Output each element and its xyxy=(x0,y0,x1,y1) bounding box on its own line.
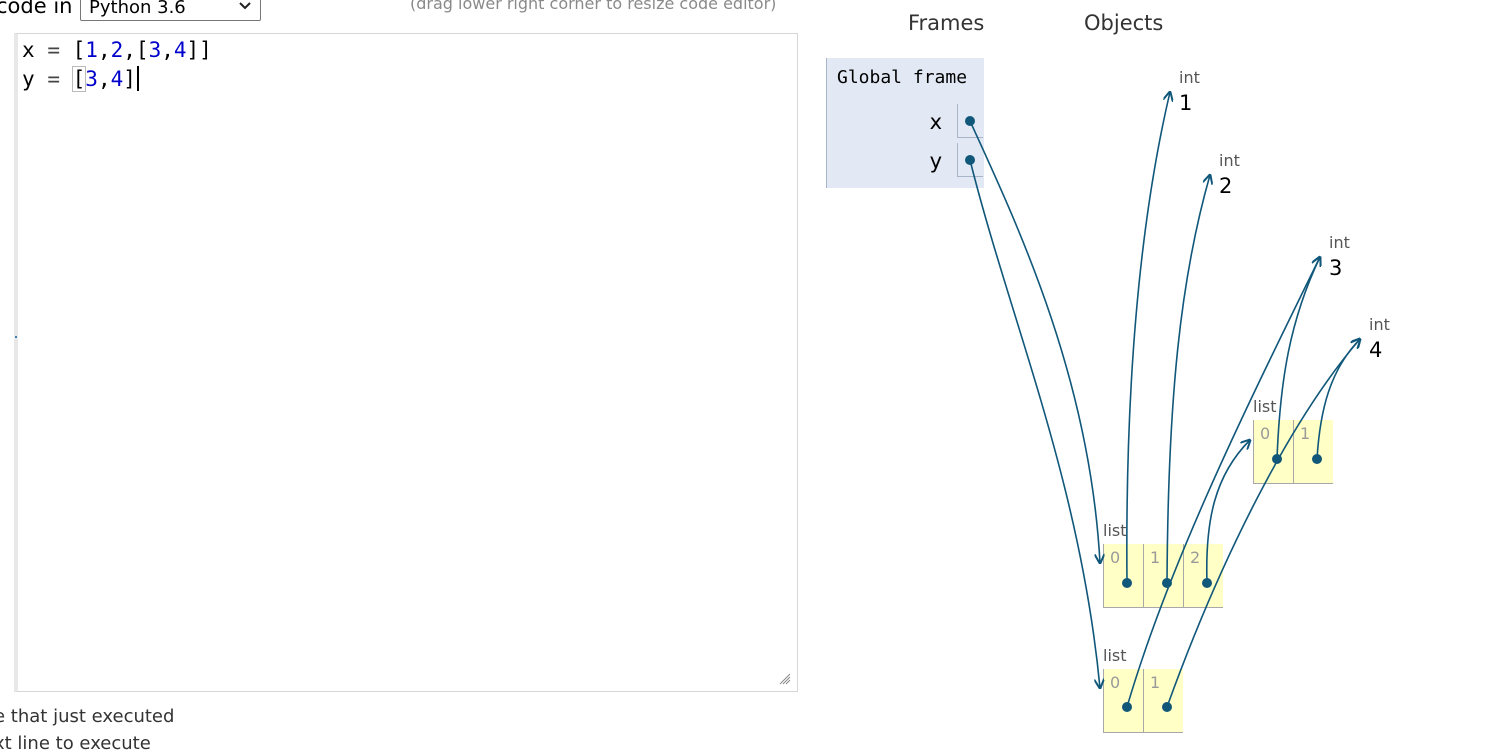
frame-title: Global frame xyxy=(837,67,968,88)
int-value-2: 2 xyxy=(1219,174,1233,198)
legend-just-executed: e that just executed xyxy=(0,706,175,727)
resize-grip-icon[interactable] xyxy=(779,673,791,685)
list-cell: 1 xyxy=(1293,420,1333,484)
language-select[interactable]: Python 3.6 xyxy=(80,0,261,21)
legend-next-line: xt line to execute xyxy=(0,733,151,754)
int-type-label: int xyxy=(1179,68,1200,87)
list-cell: 2 xyxy=(1183,544,1223,608)
code-line-2: y = [3,4] xyxy=(22,65,139,94)
arrow-listx-0-to-1 xyxy=(1126,92,1170,584)
int-type-label: int xyxy=(1369,315,1390,334)
objects-header: Objects xyxy=(1084,11,1164,35)
list-object-y: 0 1 xyxy=(1103,669,1183,733)
chevron-down-icon xyxy=(239,2,251,10)
list-cell: 0 xyxy=(1103,544,1143,608)
language-select-value: Python 3.6 xyxy=(89,0,186,18)
list-object-x: 0 1 2 xyxy=(1103,544,1223,608)
frame-var-y: y xyxy=(929,149,942,173)
global-frame: Global frame x y xyxy=(826,58,984,188)
list-cell: 0 xyxy=(1253,420,1293,484)
arrow-y-to-list xyxy=(969,159,1100,688)
frame-slot-y xyxy=(957,143,983,177)
text-cursor xyxy=(136,66,139,91)
int-value-1: 1 xyxy=(1179,91,1193,115)
arrow-x-to-list xyxy=(969,120,1100,563)
frame-var-x: x xyxy=(929,110,942,134)
code-editor[interactable]: x = [1,2,[3,4]] y = [3,4] xyxy=(14,33,798,692)
resize-hint: (drag lower right corner to resize code … xyxy=(410,0,777,13)
int-value-4: 4 xyxy=(1369,338,1383,362)
int-type-label: int xyxy=(1329,233,1350,252)
frame-slot-x xyxy=(957,104,983,138)
list-cell: 1 xyxy=(1143,669,1183,733)
int-value-3: 3 xyxy=(1329,256,1343,280)
code-line-1: x = [1,2,[3,4]] xyxy=(22,38,212,62)
list-cell: 1 xyxy=(1143,544,1183,608)
language-label: code in xyxy=(0,0,73,18)
list-object-inner: 0 1 xyxy=(1253,420,1333,484)
list-cell: 0 xyxy=(1103,669,1143,733)
int-type-label: int xyxy=(1219,151,1240,170)
list-type-label: list xyxy=(1253,397,1277,416)
gutter-marker xyxy=(15,336,17,338)
arrow-listy-1-to-4 xyxy=(1166,339,1360,708)
frames-header: Frames xyxy=(908,11,985,35)
arrow-listx-1-to-2 xyxy=(1166,175,1210,584)
list-type-label: list xyxy=(1103,521,1127,540)
list-type-label: list xyxy=(1103,646,1127,665)
